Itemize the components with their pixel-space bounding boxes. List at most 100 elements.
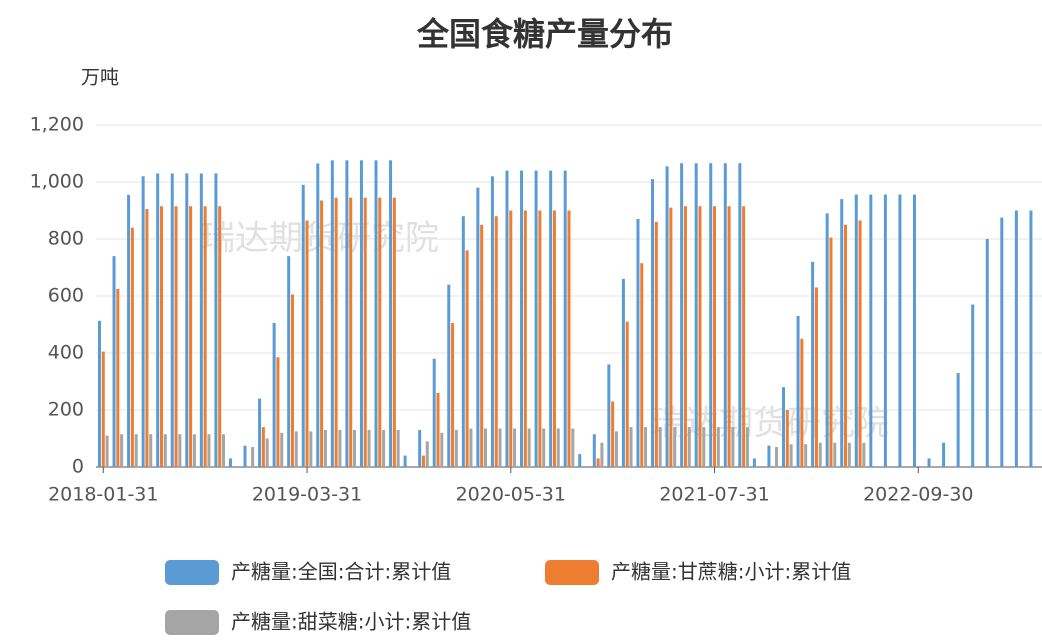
bar [869,194,873,468]
bar [425,441,429,467]
bar [942,442,946,467]
bar [789,444,793,467]
bar [222,434,226,467]
bar [432,358,436,467]
bar [389,160,393,467]
bar [287,256,291,467]
bar [218,206,222,467]
bar [571,428,575,467]
bar [847,442,851,467]
x-tick-label: 2019-03-31 [252,484,362,506]
bar [454,429,458,467]
bar [392,197,396,468]
bar [163,434,167,467]
bar [651,179,655,467]
bar [367,429,371,467]
bar [330,160,334,467]
bar [294,431,298,467]
bar [709,163,713,467]
bar [854,194,858,468]
bar [505,170,509,467]
legend-swatch [545,560,599,585]
bar [451,323,455,467]
legend-label: 产糖量:全国:合计:累计值 [231,560,451,584]
bar [363,197,367,468]
bar [625,321,629,467]
legend-swatch [165,610,219,635]
bar [127,194,131,467]
bar [116,288,120,467]
bar [418,429,422,467]
bar [956,372,960,467]
bar [199,173,203,467]
bar [323,429,327,467]
bar [382,429,386,467]
bar [621,278,625,467]
bar [745,427,749,467]
bar [156,173,160,467]
bar [265,438,269,467]
bar [149,434,153,467]
bar [498,428,502,467]
bar [207,434,211,467]
bar [509,210,513,467]
bar [680,163,684,467]
bar [844,224,848,467]
bar [320,200,324,467]
bar [316,163,320,467]
bar [556,428,560,467]
bar [742,206,746,467]
bar [814,287,818,467]
bar [120,434,124,467]
bar [214,173,218,467]
y-tick-label: 200 [48,399,84,421]
bar [447,284,451,467]
bar [614,431,618,467]
bar [352,429,356,467]
bar [494,216,498,467]
bar [607,364,611,467]
bar [192,434,196,467]
bar [592,434,596,467]
bar [290,294,294,467]
bar [334,197,338,468]
bar [189,206,193,467]
bar [829,237,833,467]
bar [538,210,542,467]
bar [687,427,691,467]
bar [673,427,677,467]
bar [359,160,363,467]
bar [782,387,786,467]
y-tick-label: 1,200 [30,114,84,136]
bar [644,427,648,467]
bar [520,170,524,467]
legend-label: 产糖量:甘蔗糖:小计:累计值 [611,560,851,584]
bar [578,454,582,467]
bar [141,176,145,468]
bar [542,428,546,467]
bar [1000,217,1004,467]
bar [752,458,756,467]
bar [833,442,837,467]
bar [912,194,916,468]
bar [105,435,109,467]
bar [811,261,815,467]
bar [421,455,425,467]
bar [767,445,771,467]
bar [713,206,717,467]
bar [480,224,484,467]
y-tick-label: 800 [48,228,84,250]
y-tick-label: 0 [72,456,84,478]
bar [349,197,353,468]
bar [534,170,538,467]
bar [301,184,305,467]
bar [1029,210,1033,467]
x-tick-label: 2022-09-30 [863,484,973,506]
bar [694,163,698,467]
bar [738,163,742,467]
bar [727,206,731,467]
bar [130,227,134,467]
bar [469,428,473,467]
bar [862,442,866,467]
